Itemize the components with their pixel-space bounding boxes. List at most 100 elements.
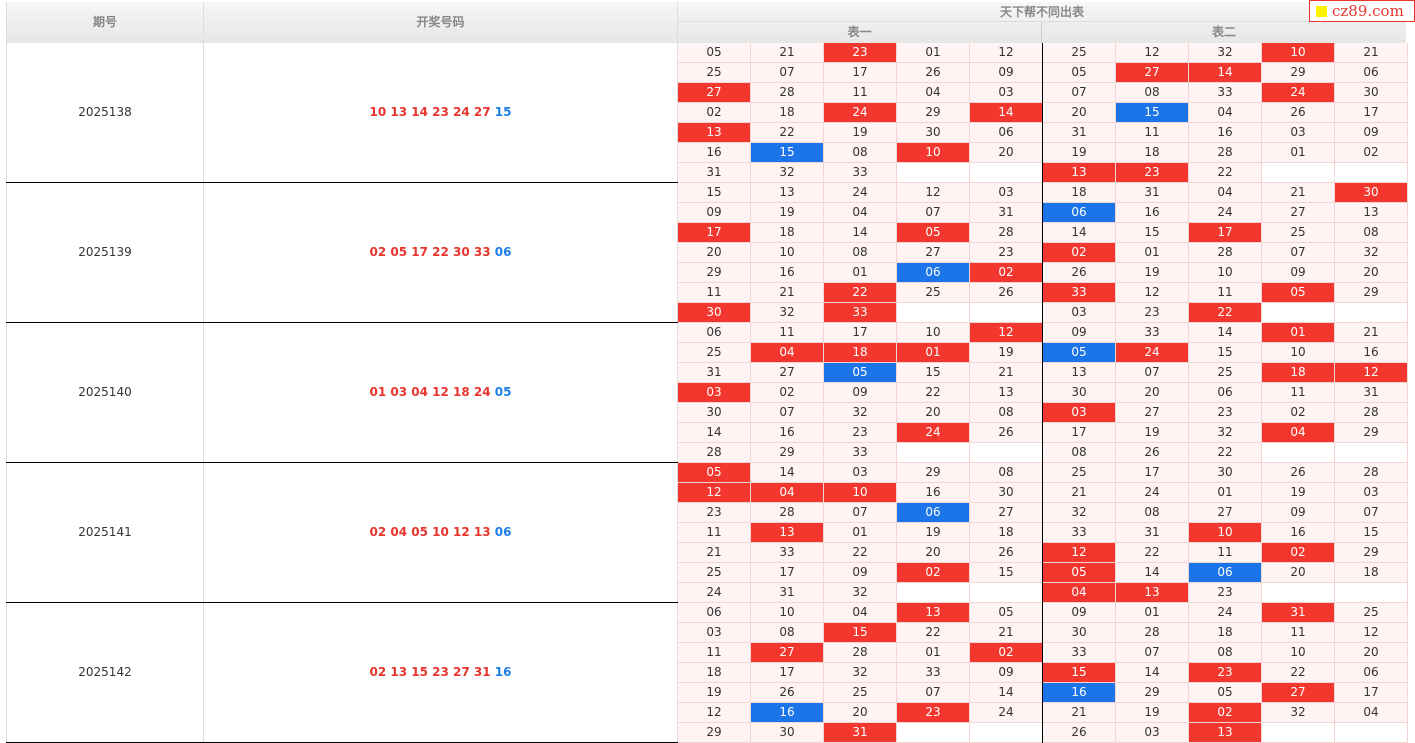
- grid-cell: 28: [1335, 403, 1408, 423]
- blue-ball: 16: [494, 665, 512, 679]
- grid-cell-hit-red: 22: [1189, 303, 1262, 323]
- grid-cell-hit-red: 01: [897, 343, 970, 363]
- grid-cell: 16: [897, 483, 970, 503]
- grid-cell: 14: [1043, 223, 1116, 243]
- grid-cell: 25: [1043, 43, 1116, 63]
- grid-cell: 08: [751, 623, 824, 643]
- table-row: 2025141 02 04 05 10 12 13 06 05 14 03 29 08 12 0…: [6, 463, 1408, 603]
- grid-cell: 21: [970, 363, 1043, 383]
- grid-cell-hit-red: 02: [897, 563, 970, 583]
- grid-cell-hit-red: 31: [1262, 603, 1335, 623]
- grid-cell-hit-red: 04: [1043, 583, 1116, 603]
- grid-cell-hit-red: 24: [824, 103, 897, 123]
- grid-cell: 21: [1043, 703, 1116, 723]
- period-number: 2025141: [6, 463, 204, 602]
- grid-cell-hit-red: 30: [1335, 183, 1408, 203]
- grid-cell: 29: [678, 263, 751, 283]
- grid-cell: 31: [970, 203, 1043, 223]
- grid-cell: 11: [678, 523, 751, 543]
- grid-cell-hit-red: 02: [1189, 703, 1262, 723]
- grid-cell: 14: [824, 223, 897, 243]
- grid-cell: 02: [1262, 403, 1335, 423]
- grid-cell: 18: [970, 523, 1043, 543]
- grid-cell: 09: [1043, 603, 1116, 623]
- grid-cell: 01: [897, 643, 970, 663]
- grid-cell: 27: [1116, 403, 1189, 423]
- grid-cell: 08: [1116, 503, 1189, 523]
- grid-cell-hit-red: 30: [678, 303, 751, 323]
- grid-cell: 24: [824, 183, 897, 203]
- grid-cell-hit-red: 22: [824, 283, 897, 303]
- grid-cell: 01: [824, 263, 897, 283]
- grid-cell-hit-red: 13: [1043, 163, 1116, 183]
- grid-cell: 28: [970, 223, 1043, 243]
- grid-cell: 33: [824, 163, 897, 183]
- grid-cell: 33: [1043, 523, 1116, 543]
- grid-cell-empty: [1262, 303, 1335, 323]
- grid-cell: 29: [1335, 283, 1408, 303]
- grid-cell-hit-red: 15: [1043, 663, 1116, 683]
- grid-cell-hit-red: 05: [1043, 563, 1116, 583]
- grid-cell: 08: [1043, 443, 1116, 463]
- grid-cell-empty: [970, 163, 1043, 183]
- grid-cell: 32: [1335, 243, 1408, 263]
- grid-cell: 18: [1335, 563, 1408, 583]
- grid-cell: 30: [1043, 623, 1116, 643]
- grid-cell: 22: [897, 383, 970, 403]
- period-number: 2025138: [6, 43, 204, 182]
- grid-cell: 25: [1262, 223, 1335, 243]
- grid-cell: 32: [824, 583, 897, 603]
- table2-grid: 25 17 30 26 28 21 24 01 19 03 32 08 27 09 07 33 31 10 16 15…: [1042, 463, 1408, 603]
- grid-cell: 20: [897, 403, 970, 423]
- grid-cell: 22: [1262, 663, 1335, 683]
- grid-cell-hit-red: 05: [897, 223, 970, 243]
- grid-cell: 32: [751, 163, 824, 183]
- grid-cell: 15: [970, 563, 1043, 583]
- site-logo[interactable]: cz89.com: [1309, 0, 1415, 22]
- grid-cell: 32: [1262, 703, 1335, 723]
- grid-cell: 33: [1189, 83, 1262, 103]
- table-row: 2025138 10 13 14 23 24 27 15 05 21 23 01 12 25 0…: [6, 43, 1408, 183]
- grid-cell: 01: [1262, 143, 1335, 163]
- grid-cell: 19: [1262, 483, 1335, 503]
- grid-cell: 03: [1335, 483, 1408, 503]
- grid-cell: 17: [1335, 683, 1408, 703]
- grid-cell: 07: [824, 503, 897, 523]
- grid-cell-empty: [1262, 723, 1335, 743]
- grid-cell-hit-red: 23: [1116, 163, 1189, 183]
- grid-cell: 07: [897, 203, 970, 223]
- grid-cell: 28: [1116, 623, 1189, 643]
- grid-cell-hit-red: 13: [751, 523, 824, 543]
- grid-cell-hit-red: 27: [751, 643, 824, 663]
- draw-numbers: 02 05 17 22 30 33 06: [204, 183, 678, 322]
- grid-cell: 17: [751, 563, 824, 583]
- grid-cell: 33: [751, 543, 824, 563]
- grid-cell-empty: [970, 443, 1043, 463]
- draw-numbers: 01 03 04 12 18 24 05: [204, 323, 678, 462]
- grid-cell-hit-red: 13: [1116, 583, 1189, 603]
- grid-cell: 26: [751, 683, 824, 703]
- grid-cell: 33: [897, 663, 970, 683]
- grid-cell-empty: [1335, 443, 1408, 463]
- grid-cell: 07: [751, 403, 824, 423]
- grid-cell-hit-red: 10: [897, 143, 970, 163]
- grid-cell: 12: [1116, 43, 1189, 63]
- grid-cell: 05: [678, 43, 751, 63]
- grid-cell: 08: [970, 403, 1043, 423]
- grid-cell-empty: [1262, 163, 1335, 183]
- grid-cell-hit-red: 17: [1189, 223, 1262, 243]
- table-header: 期号 开奖号码 天下帮不同出表 表一 表二: [6, 2, 1406, 43]
- grid-cell: 16: [751, 263, 824, 283]
- grid-cell: 27: [751, 363, 824, 383]
- grid-cell: 28: [824, 643, 897, 663]
- grid-cell: 06: [970, 123, 1043, 143]
- grid-cell-empty: [970, 303, 1043, 323]
- grid-cell: 01: [1116, 603, 1189, 623]
- grid-cell: 09: [1043, 323, 1116, 343]
- grid-cell: 17: [1043, 423, 1116, 443]
- table1-grid: 15 13 24 12 03 09 19 04 07 31 17 18 14 05 28 20 10 08 27 23…: [678, 183, 1043, 323]
- grid-cell-empty: [897, 443, 970, 463]
- grid-cell-hit-blue: 15: [751, 143, 824, 163]
- grid-cell: 10: [1189, 263, 1262, 283]
- grid-cell: 20: [1335, 643, 1408, 663]
